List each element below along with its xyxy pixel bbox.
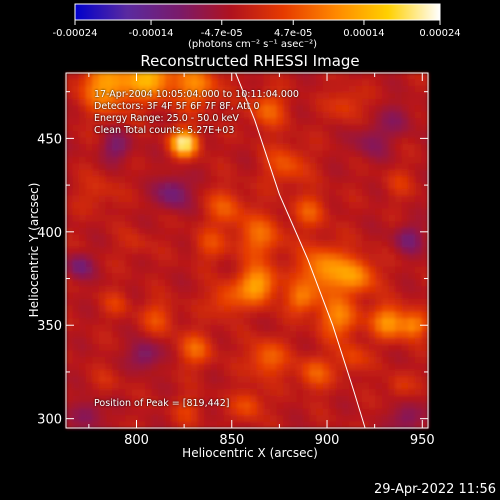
y-tick-label: 450 (37, 132, 62, 147)
colorbar-units: (photons cm⁻² s⁻¹ asec⁻²) (188, 39, 318, 50)
heatmap-image (66, 73, 429, 429)
x-tick-label: 800 (124, 433, 149, 448)
solar-limb-line (235, 72, 366, 429)
x-tick-label: 950 (410, 433, 435, 448)
colorbar-tick-label: -0.00024 (53, 28, 98, 39)
info-energy: Energy Range: 25.0 - 50.0 keV (94, 113, 239, 124)
colorbar-tick-label: -4.7e-05 (201, 28, 243, 39)
x-tick-label: 900 (315, 433, 340, 448)
colorbar-tick-label: 0.00024 (419, 28, 460, 39)
y-tick-label: 350 (37, 319, 62, 334)
info-detectors: Detectors: 3F 4F 5F 6F 7F 8F, Att 0 (94, 101, 260, 112)
colorbar-tick-label: 4.7e-05 (274, 28, 312, 39)
info-peak: Position of Peak = [819,442] (94, 398, 230, 409)
x-axis-label: Heliocentric X (arcsec) (182, 446, 318, 460)
info-method: Clean Total counts: 5.27E+03 (94, 125, 235, 136)
colorbar (74, 3, 441, 21)
y-tick-label: 400 (37, 226, 62, 241)
x-tick-label: 850 (219, 433, 244, 448)
y-axis-label: Heliocentric Y (arcsec) (27, 182, 41, 318)
timestamp: 29-Apr-2022 11:56 (374, 482, 496, 497)
info-time-range: 17-Apr-2004 10:05:04.000 to 10:11:04.000 (94, 89, 299, 100)
y-tick-label: 300 (37, 413, 62, 428)
chart-title: Reconstructed RHESSI Image (140, 52, 360, 70)
colorbar-tick-label: 0.00014 (343, 28, 384, 39)
colorbar-tick-label: -0.00014 (129, 28, 174, 39)
plot-frame (65, 72, 429, 429)
